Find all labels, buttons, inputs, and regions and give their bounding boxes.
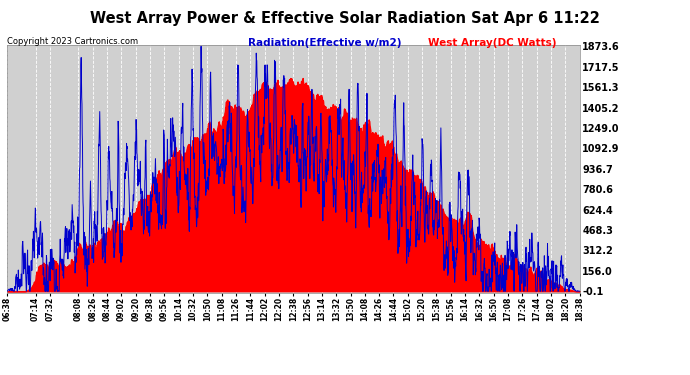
- Text: Radiation(Effective w/m2): Radiation(Effective w/m2): [248, 38, 402, 48]
- Text: West Array(DC Watts): West Array(DC Watts): [428, 38, 556, 48]
- Text: Copyright 2023 Cartronics.com: Copyright 2023 Cartronics.com: [7, 38, 138, 46]
- Text: West Array Power & Effective Solar Radiation Sat Apr 6 11:22: West Array Power & Effective Solar Radia…: [90, 11, 600, 26]
